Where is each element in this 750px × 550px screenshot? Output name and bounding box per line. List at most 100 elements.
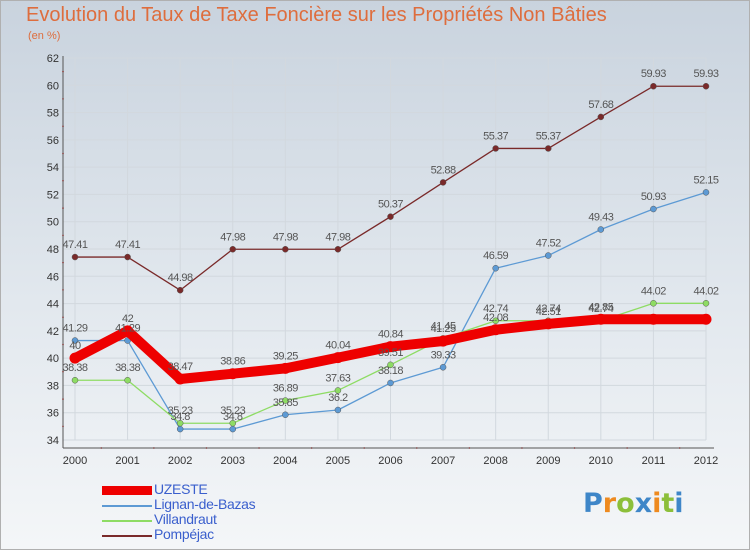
data-label: 41.25 xyxy=(431,323,456,335)
data-label: 44.98 xyxy=(168,272,193,284)
data-label: 47.41 xyxy=(115,239,140,251)
data-label: 34.8 xyxy=(170,411,190,423)
legend-swatch xyxy=(102,505,152,507)
chart-subtitle: (en %) xyxy=(28,30,61,42)
data-label: 35.85 xyxy=(273,397,298,409)
data-point xyxy=(545,252,552,259)
data-label: 38.38 xyxy=(115,362,140,374)
data-point xyxy=(387,361,394,369)
data-point xyxy=(545,145,552,152)
data-point xyxy=(492,264,499,272)
legend-label: Villandraut xyxy=(154,511,217,527)
data-point xyxy=(229,419,236,427)
data-point xyxy=(176,419,184,427)
data-label: 42.74 xyxy=(536,303,561,315)
data-label: 39.25 xyxy=(273,350,298,362)
data-label: 47.41 xyxy=(62,239,87,251)
legend-swatch xyxy=(102,486,152,495)
data-label: 49.43 xyxy=(588,211,613,223)
y-tick-label: 42 xyxy=(47,326,59,338)
data-label: 42.74 xyxy=(588,303,613,315)
data-point xyxy=(439,179,447,186)
data-point xyxy=(279,362,291,374)
data-point xyxy=(597,226,605,233)
data-label: 42.08 xyxy=(483,312,508,324)
x-tick-label: 2006 xyxy=(378,455,402,467)
data-point xyxy=(647,313,659,325)
logo-letter: i xyxy=(674,488,684,519)
data-label: 44.02 xyxy=(693,285,718,297)
data-label: 59.93 xyxy=(641,68,666,80)
proxiti-logo: Proxiti xyxy=(583,488,684,519)
data-label: 46.59 xyxy=(483,250,508,262)
data-point xyxy=(176,286,184,294)
data-point xyxy=(334,246,342,253)
x-tick-label: 2009 xyxy=(536,455,560,467)
data-label: 39.51 xyxy=(378,347,403,359)
data-point xyxy=(650,82,657,90)
data-point xyxy=(542,318,554,330)
data-point xyxy=(69,352,81,364)
data-point xyxy=(176,425,184,433)
chart-title: Evolution du Taux de Taxe Foncière sur l… xyxy=(26,4,607,26)
grid-lines xyxy=(63,57,707,441)
legend-swatch xyxy=(102,520,152,522)
series-lines xyxy=(69,82,712,433)
x-tick-label: 2011 xyxy=(642,455,666,467)
data-point xyxy=(334,406,342,414)
y-tick-label: 44 xyxy=(47,299,59,311)
data-label: 38.86 xyxy=(220,356,245,368)
data-label: 41.45 xyxy=(431,320,456,332)
y-tick-label: 52 xyxy=(47,189,59,201)
data-label: 38.47 xyxy=(168,361,193,373)
data-point xyxy=(492,145,499,152)
data-label: 47.98 xyxy=(220,231,245,243)
data-label: 37.63 xyxy=(325,372,350,384)
logo-letter: r xyxy=(602,488,617,519)
data-label: 57.68 xyxy=(588,99,613,111)
data-label: 44.02 xyxy=(641,285,666,297)
y-tick-label: 56 xyxy=(47,135,59,147)
y-tick-label: 62 xyxy=(47,53,59,65)
data-point xyxy=(650,300,657,307)
data-label: 47.98 xyxy=(325,231,350,243)
data-point xyxy=(229,246,236,253)
data-label: 34.8 xyxy=(223,411,243,423)
data-label: 41.29 xyxy=(115,323,140,335)
y-tick-label: 60 xyxy=(47,80,59,92)
data-label: 52.88 xyxy=(431,164,456,176)
data-label: 42 xyxy=(122,313,134,325)
x-tick-label: 2008 xyxy=(483,455,507,467)
data-point xyxy=(650,205,657,213)
y-tick-label: 40 xyxy=(47,353,59,365)
data-label: 50.37 xyxy=(378,199,403,211)
y-tick-label: 36 xyxy=(47,408,59,420)
data-label: 40.84 xyxy=(378,329,403,341)
data-label: 42.51 xyxy=(536,306,561,318)
data-point xyxy=(437,335,449,347)
data-point xyxy=(387,379,394,387)
y-tick-label: 38 xyxy=(47,380,59,392)
y-tick-label: 58 xyxy=(47,108,59,120)
data-point xyxy=(490,324,502,336)
legend-label: Lignan-de-Bazas xyxy=(154,496,256,512)
data-point xyxy=(700,313,712,325)
legend-swatch xyxy=(102,535,152,537)
y-tick-label: 34 xyxy=(47,435,59,447)
axes: 34 36 38 40 42 44 46 48 50 52 54 56 58 60 62 2000 2001 20… xyxy=(47,53,718,467)
logo-letter: i xyxy=(652,488,662,519)
data-label: 38.38 xyxy=(62,362,87,374)
data-label: 52.15 xyxy=(693,174,718,186)
x-tick-label: 2010 xyxy=(589,455,613,467)
data-label: 47.98 xyxy=(273,231,298,243)
data-point xyxy=(332,352,344,364)
x-tick-label: 2000 xyxy=(63,455,87,467)
data-label: 41.29 xyxy=(62,323,87,335)
legend-label: Pompéjac xyxy=(154,526,214,542)
x-tick-label: 2002 xyxy=(168,455,192,467)
data-point xyxy=(439,364,447,371)
data-label: 55.37 xyxy=(536,130,561,142)
